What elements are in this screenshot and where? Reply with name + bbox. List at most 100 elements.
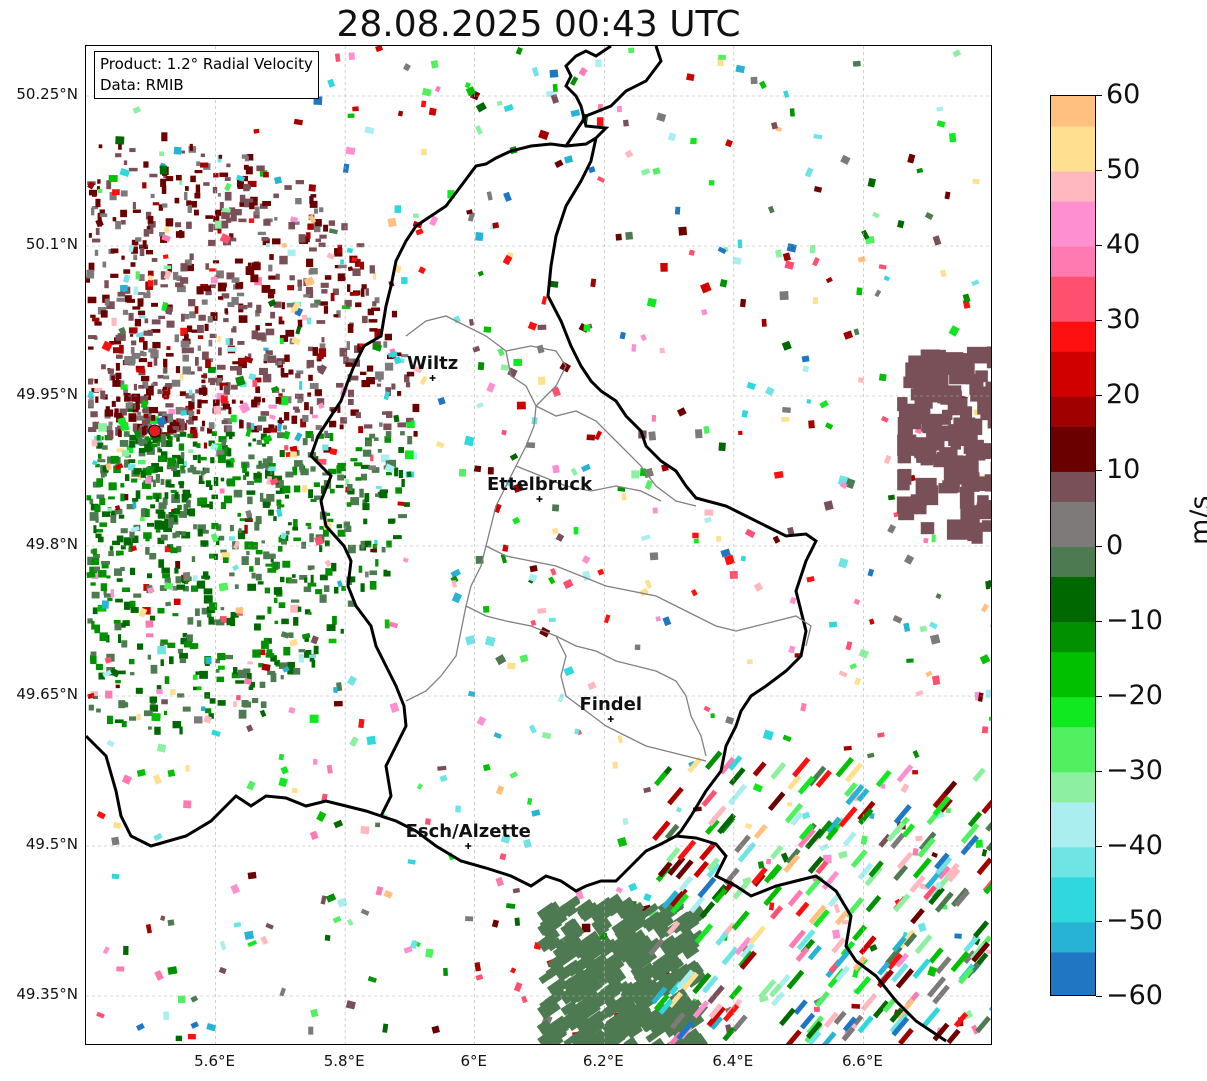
echo-cell (150, 443, 158, 448)
echo-cell (149, 553, 157, 559)
echo-cell (262, 398, 266, 403)
echo-cell (949, 132, 957, 143)
echo-cell (141, 482, 151, 489)
echo-cell (199, 399, 208, 404)
colorbar-tick (1096, 770, 1102, 772)
echo-cell (142, 240, 147, 249)
echo-cell (256, 332, 266, 341)
echo-cell (94, 504, 101, 513)
echo-cell (310, 434, 314, 442)
echo-cell (239, 194, 246, 203)
echo-cell (183, 579, 189, 585)
echo-cell (782, 734, 792, 742)
echo-cell (828, 621, 838, 628)
echo-cell (435, 440, 445, 449)
echo-cell (188, 299, 196, 307)
echo-cell (688, 249, 695, 256)
echo-cell (201, 503, 210, 508)
echo-cell (652, 952, 672, 969)
echo-cell (722, 1026, 736, 1042)
echo-cell (310, 498, 317, 503)
echo-cell (350, 409, 359, 416)
echo-cell (767, 205, 775, 214)
echo-cell (835, 965, 850, 982)
echo-cell (168, 656, 174, 665)
echo-cell (188, 449, 194, 453)
echo-cell (117, 333, 126, 341)
echo-cell (268, 275, 276, 280)
echo-cell (143, 532, 152, 539)
echo-cell (389, 459, 397, 468)
echo-cell (128, 547, 133, 552)
echo-cell (114, 508, 123, 515)
echo-cell (226, 217, 232, 223)
echo-cell (549, 280, 559, 288)
echo-cell (731, 910, 750, 931)
echo-cell (651, 415, 657, 422)
echo-cell (89, 566, 98, 575)
echo-cell (147, 275, 154, 281)
echo-cell (437, 765, 447, 771)
echo-cell (631, 470, 640, 479)
echo-cell (291, 336, 301, 346)
colorbar-swatch (1051, 336, 1095, 352)
echo-cell (91, 591, 100, 599)
echo-cell (805, 1020, 823, 1040)
echo-cell (260, 433, 267, 440)
echo-cell (254, 623, 261, 631)
echo-cell (115, 377, 120, 381)
echo-cell (255, 549, 263, 555)
echo-cell (249, 681, 255, 688)
colorbar-tick (1096, 320, 1102, 322)
echo-cell (158, 315, 166, 320)
echo-cell (268, 509, 274, 516)
echo-cell (239, 202, 249, 207)
echo-cell (546, 976, 569, 997)
echo-cell (512, 482, 524, 494)
echo-cell (609, 931, 636, 955)
echo-cell (316, 398, 325, 406)
echo-cell (821, 1031, 837, 1044)
echo-cell (163, 358, 168, 368)
echo-cell (372, 301, 377, 307)
echo-cell (217, 283, 227, 292)
echo-cell (192, 441, 198, 447)
echo-cell (957, 967, 974, 985)
echo-cell (101, 562, 109, 569)
echo-cell (915, 689, 924, 697)
echo-cell (651, 986, 668, 1005)
echo-cell (295, 373, 301, 379)
echo-cell (484, 635, 496, 647)
echo-cell (203, 182, 210, 186)
echo-cell (341, 223, 348, 231)
echo-cell (257, 416, 267, 422)
radar-map[interactable]: Wiltz Ettelbruck Findel Esch/Alzette (85, 45, 992, 1045)
echo-cell (406, 418, 411, 422)
echo-cell (144, 444, 151, 453)
echo-cell (177, 504, 182, 510)
echo-cell (151, 319, 161, 325)
echo-cell (353, 462, 363, 467)
echo-cell (95, 463, 100, 468)
echo-cell (131, 239, 139, 246)
echo-cell (161, 132, 168, 142)
echo-cell (663, 941, 685, 961)
echo-cell (415, 228, 424, 236)
echo-cell (197, 366, 203, 372)
echo-cell (309, 654, 315, 662)
echo-cell (182, 706, 191, 712)
echo-cell (562, 578, 574, 590)
echo-cell (674, 1013, 695, 1031)
echo-cell (220, 444, 228, 449)
echo-cell (342, 163, 350, 174)
echo-cell (252, 438, 256, 442)
echo-cell (152, 479, 156, 488)
echo-cell (135, 237, 142, 242)
echo-cell (134, 427, 141, 432)
echo-cell (953, 1011, 969, 1028)
echo-cell (591, 910, 606, 925)
echo-cell (406, 420, 415, 429)
echo-cell (727, 783, 748, 806)
colorbar-swatch (1051, 696, 1095, 713)
echo-cell (292, 466, 297, 471)
